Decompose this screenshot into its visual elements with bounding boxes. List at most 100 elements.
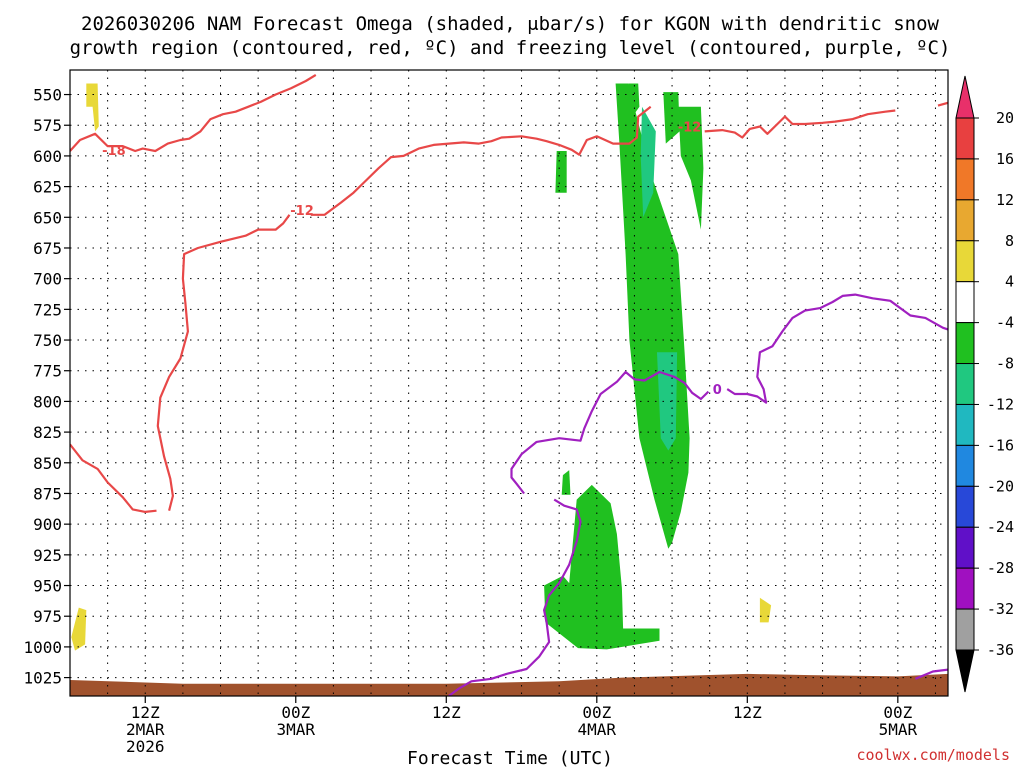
contour-label-0: -18 (102, 144, 126, 159)
xtick-label-24-0: 00Z (281, 703, 310, 722)
colorbar-label-13: -36 (987, 641, 1014, 659)
ytick-label-650: 650 (33, 208, 62, 227)
x-axis-ticks: 12Z2MAR202600Z3MAR12Z00Z4MAR12Z00Z5MAR12… (126, 696, 918, 756)
omega-shade-1-5 (561, 470, 571, 495)
ytick-label-1000: 1000 (23, 638, 62, 657)
contour-line-1 (70, 443, 157, 513)
chart-title-line-2: growth region (contoured, red, ºC) and f… (70, 37, 951, 59)
colorbar-seg-2 (955, 199, 975, 242)
colorbar-label-0: 20 (996, 109, 1014, 127)
omega-shading (71, 83, 1021, 651)
omega-shade-2-0 (640, 106, 656, 218)
ytick-label-700: 700 (33, 270, 62, 289)
contour-line-10 (914, 668, 948, 680)
omega-shade-1-3 (663, 92, 680, 144)
omega-shade-0-1 (71, 607, 87, 651)
ytick-label-875: 875 (33, 484, 62, 503)
colorbar-label-6: -8 (996, 355, 1014, 373)
ytick-label-775: 775 (33, 362, 62, 381)
xtick-label-72-1: 5MAR (879, 720, 918, 739)
contour-line-4 (704, 109, 896, 139)
colorbar-seg-10 (955, 526, 975, 569)
colorbar-seg-8 (955, 444, 975, 487)
xtick-label-12-2: 2026 (126, 737, 165, 756)
x-axis-label: Forecast Time (UTC) (407, 748, 613, 768)
colorbar-label-10: -24 (987, 518, 1014, 536)
credit-text: coolwx.com/models (856, 746, 1010, 764)
ytick-label-950: 950 (33, 577, 62, 596)
colorbar-seg-1 (955, 158, 975, 201)
colorbar-seg-12 (955, 608, 975, 651)
xtick-label-48-1: 4MAR (578, 720, 617, 739)
ytick-label-600: 600 (33, 147, 62, 166)
ytick-label-625: 625 (33, 178, 62, 197)
ytick-label-725: 725 (33, 300, 62, 319)
colorbar-cap-top (955, 75, 975, 119)
ytick-label-1025: 1025 (23, 669, 62, 688)
plot-frame (69, 69, 949, 697)
colorbar-label-7: -12 (987, 395, 1014, 413)
ytick-label-825: 825 (33, 423, 62, 442)
xtick-label-12-1: 2MAR (126, 720, 165, 739)
colorbar-seg-6 (955, 363, 975, 405)
xtick-label-24-1: 3MAR (277, 720, 316, 739)
colorbar-seg-5 (955, 322, 975, 365)
ytick-label-575: 575 (33, 116, 62, 135)
omega-shade-1-1 (678, 106, 704, 230)
colorbar-label-2: 12 (996, 191, 1014, 209)
contour-labels: -18 -12 -12 0 (102, 120, 722, 398)
omega-shade-1-4 (555, 151, 567, 193)
colorbar-label-5: -4 (996, 314, 1014, 332)
colorbar: 20 16 12 8 4 -4 -8 -12 -16 -20 -24 -28 -32 -36 (955, 75, 1014, 693)
contour-line-6 (448, 498, 582, 696)
colorbar-seg-9 (955, 485, 975, 528)
ground-fill (70, 673, 948, 696)
xtick-label-60-0: 12Z (733, 703, 762, 722)
chart-title-line-1: 2026030206 NAM Forecast Omega (shaded, μ… (81, 13, 939, 35)
omega-shade-0-2 (759, 597, 772, 623)
contour-label-1: -12 (290, 204, 314, 219)
xtick-label-12-0: 12Z (131, 703, 160, 722)
colorbar-label-9: -20 (987, 477, 1014, 495)
contour-line-7 (510, 370, 710, 495)
contour-line-3 (310, 105, 652, 216)
omega-shade-1-6 (544, 484, 660, 650)
contour-line-0 (70, 73, 317, 153)
colorbar-label-3: 8 (1005, 232, 1014, 250)
colorbar-seg-0 (955, 117, 975, 160)
contour-line-8 (726, 293, 948, 404)
ytick-label-900: 900 (33, 515, 62, 534)
ytick-label-975: 975 (33, 607, 62, 626)
colorbar-seg-3 (955, 240, 975, 283)
ground-terrain (70, 673, 948, 696)
contour-line-2 (156, 214, 291, 511)
grid-lines (70, 70, 948, 696)
xtick-label-72-0: 00Z (883, 703, 912, 722)
colorbar-label-12: -32 (987, 600, 1014, 618)
xtick-label-48-0: 00Z (582, 703, 611, 722)
ytick-label-800: 800 (33, 392, 62, 411)
colorbar-cap-bottom (955, 649, 975, 693)
plot-area (70, 70, 1021, 696)
omega-shade-1-8 (1015, 365, 1021, 439)
colorbar-seg-7 (955, 403, 975, 446)
colorbar-seg-11 (955, 567, 975, 610)
ytick-label-675: 675 (33, 239, 62, 258)
colorbar-seg-4 (955, 281, 975, 324)
colorbar-label-4: 4 (1005, 273, 1014, 291)
omega-shade-1-2 (628, 83, 640, 120)
colorbar-label-11: -28 (987, 559, 1014, 577)
xtick-label-36-0: 12Z (432, 703, 461, 722)
y-axis-ticks: 550 575 600 625 650 675 700 725 750 775 800 825 850 8… (23, 86, 70, 688)
ytick-label-750: 750 (33, 331, 62, 350)
colorbar-label-8: -16 (987, 436, 1014, 454)
contour-lines (70, 73, 948, 696)
ytick-label-925: 925 (33, 546, 62, 565)
colorbar-label-1: 16 (996, 150, 1014, 168)
omega-shade-0-0 (86, 83, 99, 132)
contour-label-4: -12 (678, 120, 702, 135)
ytick-label-550: 550 (33, 86, 62, 105)
ytick-label-850: 850 (33, 454, 62, 473)
contour-label-6: 0 (713, 383, 722, 398)
